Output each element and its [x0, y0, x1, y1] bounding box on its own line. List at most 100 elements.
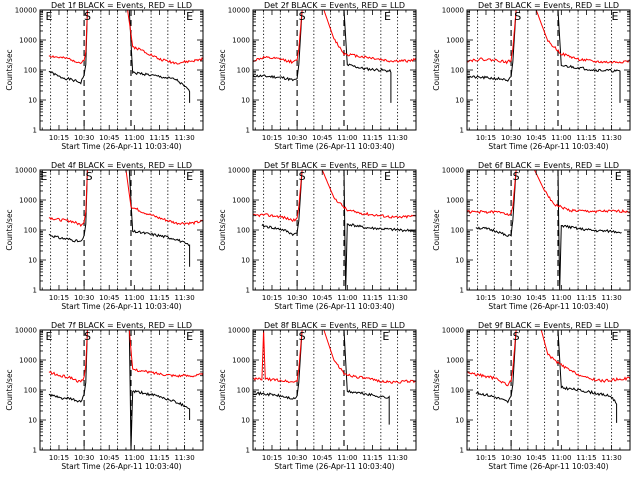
x-tick-label: 11:15	[149, 454, 169, 462]
events-series-line	[475, 330, 618, 423]
x-tick-label: 11:00	[124, 294, 144, 302]
y-tick-label: 100	[24, 387, 37, 395]
x-tick-label: 11:00	[337, 454, 357, 462]
events-series-line	[253, 330, 390, 425]
y-tick-label: 10	[241, 97, 250, 105]
events-series-line	[253, 10, 392, 103]
x-tick-label: 11:30	[601, 294, 621, 302]
y-tick-label: 1	[33, 447, 37, 455]
flag-label: E	[611, 330, 618, 343]
x-tick-label: 10:15	[49, 454, 69, 462]
flag-label: E	[186, 330, 193, 343]
y-tick-label: 1	[33, 127, 37, 135]
y-tick-label: 10000	[228, 7, 250, 15]
x-tick-label: 11:00	[124, 134, 144, 142]
x-axis-label: Start Time (26-Apr-11 10:03:40)	[488, 462, 608, 471]
y-tick-label: 100	[237, 227, 250, 235]
y-tick-label: 1000	[232, 357, 250, 365]
x-tick-label: 10:30	[287, 294, 307, 302]
lld-series-line	[48, 330, 203, 383]
x-tick-label: 10:45	[99, 294, 119, 302]
y-tick-label: 10	[455, 257, 464, 265]
x-tick-label: 10:30	[501, 134, 521, 142]
x-tick-label: 11:15	[362, 294, 382, 302]
y-tick-label: 1000	[19, 37, 37, 45]
flag-label: E	[45, 330, 52, 343]
x-tick-label: 10:30	[501, 454, 521, 462]
y-tick-label: 100	[451, 227, 464, 235]
y-tick-label: 1	[460, 127, 464, 135]
x-tick-label: 10:45	[526, 294, 546, 302]
y-tick-label: 1	[460, 287, 464, 295]
lld-series-line	[253, 10, 416, 65]
y-tick-label: 10000	[15, 327, 37, 335]
flag-label: S	[299, 10, 306, 23]
y-axis-label: Counts/sec	[432, 369, 441, 410]
x-tick-label: 11:30	[601, 454, 621, 462]
lld-series-line	[467, 10, 630, 65]
chart-title: Det 8f BLACK = Events, RED = LLD	[264, 321, 405, 330]
flag-label: E	[382, 330, 389, 343]
x-tick-label: 11:30	[174, 454, 194, 462]
x-tick-label: 10:30	[287, 454, 307, 462]
x-tick-label: 10:45	[99, 134, 119, 142]
y-axis-label: Counts/sec	[432, 209, 441, 250]
x-tick-label: 11:30	[601, 134, 621, 142]
flag-label: E	[615, 170, 622, 183]
y-tick-label: 10000	[228, 327, 250, 335]
lld-series-line	[253, 170, 416, 223]
flag-label: S	[299, 170, 306, 183]
flag-label: S	[514, 10, 521, 23]
x-tick-label: 10:45	[312, 134, 332, 142]
plot-frame	[39, 169, 204, 291]
plot-frame	[39, 9, 204, 131]
x-axis-label: Start Time (26-Apr-11 10:03:40)	[488, 302, 608, 311]
x-tick-label: 11:00	[124, 454, 144, 462]
events-series-line	[475, 170, 622, 290]
x-axis-label: Start Time (26-Apr-11 10:03:40)	[61, 302, 181, 311]
x-tick-label: 10:15	[49, 294, 69, 302]
y-axis-label: Counts/sec	[5, 209, 14, 250]
y-tick-label: 10	[241, 257, 250, 265]
y-tick-label: 1000	[446, 197, 464, 205]
x-tick-label: 10:45	[312, 454, 332, 462]
x-tick-label: 11:30	[387, 454, 407, 462]
y-tick-label: 10	[28, 97, 37, 105]
flag-label: S	[299, 330, 306, 343]
x-tick-label: 11:30	[387, 134, 407, 142]
x-tick-label: 11:00	[551, 134, 571, 142]
flag-label: S	[86, 170, 93, 183]
x-tick-label: 11:15	[576, 134, 596, 142]
x-tick-label: 10:15	[49, 134, 69, 142]
events-series-line	[48, 330, 191, 450]
y-tick-label: 1	[33, 287, 37, 295]
flag-label: E	[40, 170, 47, 183]
y-tick-label: 100	[237, 387, 250, 395]
y-tick-label: 100	[451, 387, 464, 395]
chart-title: Det 9f BLACK = Events, RED = LLD	[478, 321, 619, 330]
x-tick-label: 10:30	[74, 294, 94, 302]
x-tick-label: 11:15	[576, 294, 596, 302]
flag-label: S	[84, 10, 91, 23]
x-axis-label: Start Time (26-Apr-11 10:03:40)	[274, 142, 394, 151]
flag-label: E	[611, 10, 618, 23]
y-tick-label: 100	[451, 67, 464, 75]
y-tick-label: 1	[246, 447, 250, 455]
x-tick-label: 10:30	[501, 294, 521, 302]
y-tick-label: 100	[24, 67, 37, 75]
x-tick-label: 11:15	[149, 294, 169, 302]
flag-label: S	[513, 330, 520, 343]
y-tick-label: 1	[246, 287, 250, 295]
flag-label: S	[513, 170, 520, 183]
x-tick-label: 10:15	[262, 454, 282, 462]
chart-title: Det 7f BLACK = Events, RED = LLD	[51, 321, 192, 330]
x-tick-label: 11:15	[149, 134, 169, 142]
x-tick-label: 11:15	[576, 454, 596, 462]
x-axis-label: Start Time (26-Apr-11 10:03:40)	[274, 302, 394, 311]
